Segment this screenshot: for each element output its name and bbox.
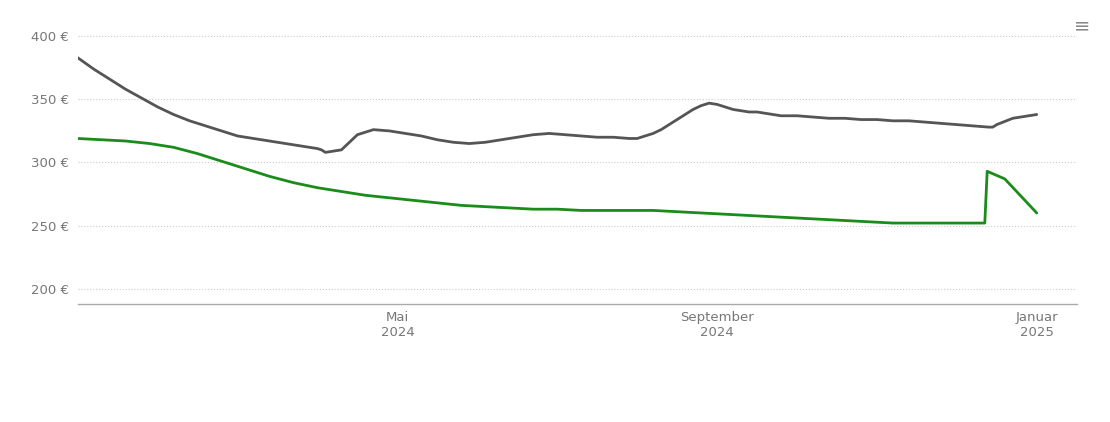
Text: ≡: ≡ [1073,17,1090,36]
Legend: lose Ware, Sackware: lose Ware, Sackware [464,418,690,422]
